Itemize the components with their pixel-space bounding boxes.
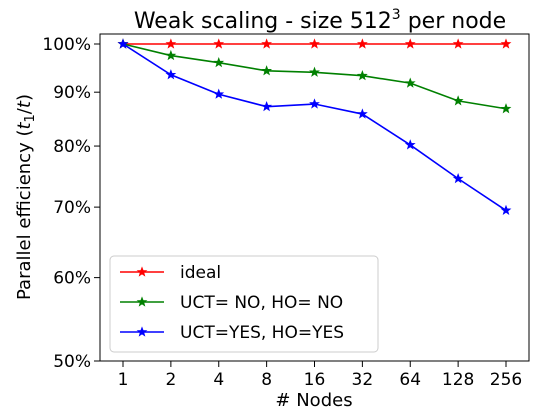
legend-label: ideal xyxy=(180,263,221,283)
data-point xyxy=(356,38,368,49)
y-axis-label-prefix: Parallel efficiency ( xyxy=(14,130,35,300)
data-point xyxy=(261,100,273,112)
series-layer xyxy=(117,38,512,215)
x-tick-label: 256 xyxy=(490,370,522,390)
legend-frame xyxy=(109,255,379,353)
data-point xyxy=(404,77,416,88)
x-tick-label: 1 xyxy=(118,370,129,390)
y-axis-label-sub: 1 xyxy=(23,114,38,122)
legend: ideal UCT= NO, HO= NO UCT=YES, HO=YES xyxy=(109,255,379,353)
data-point xyxy=(165,69,177,80)
series-1 xyxy=(117,38,512,49)
legend-swatch-marker xyxy=(136,266,148,277)
data-point xyxy=(165,38,177,49)
x-tick-label: 16 xyxy=(304,370,326,390)
data-point xyxy=(261,38,273,49)
y-tick-label: 90% xyxy=(53,83,91,103)
y-tick-label: 80% xyxy=(53,137,91,157)
y-axis-label-mid: / xyxy=(14,107,35,114)
y-tick-label: 70% xyxy=(53,198,91,218)
data-point xyxy=(213,88,225,99)
x-tick-label: 64 xyxy=(399,370,421,390)
x-tick-label: 32 xyxy=(352,370,374,390)
x-axis-label: # Nodes xyxy=(275,390,352,411)
data-point xyxy=(500,204,512,215)
chart-title-main: Weak scaling - size 512 xyxy=(134,9,392,34)
chart-title-suffix: per node xyxy=(401,9,506,34)
data-point xyxy=(213,57,225,68)
data-point xyxy=(452,38,464,49)
series-2 xyxy=(117,38,512,114)
data-point xyxy=(356,108,368,119)
y-axis-label-suffix: ) xyxy=(14,94,35,101)
data-point xyxy=(404,38,416,49)
legend-item: ideal xyxy=(120,263,221,283)
data-point xyxy=(309,66,320,77)
y-axis-label-var2: t xyxy=(14,100,35,108)
data-point xyxy=(452,95,464,106)
y-tick-label: 50% xyxy=(53,352,91,372)
series-3 xyxy=(117,38,512,215)
data-point xyxy=(356,70,368,81)
y-tick-label: 60% xyxy=(53,269,91,289)
legend-item: UCT=YES, HO=YES xyxy=(120,323,344,343)
legend-label: UCT= NO, HO= NO xyxy=(180,293,343,313)
data-point xyxy=(165,49,177,61)
data-point xyxy=(309,38,320,49)
data-point xyxy=(404,139,416,150)
legend-item: UCT= NO, HO= NO xyxy=(120,293,343,313)
x-axis: 1 2 4 8 16 32 64 128 256 xyxy=(118,361,522,390)
x-tick-label: 2 xyxy=(165,370,176,390)
data-point xyxy=(213,38,225,49)
x-tick-label: 8 xyxy=(261,370,272,390)
data-point xyxy=(500,103,512,114)
data-point xyxy=(117,38,129,49)
data-point xyxy=(452,172,464,184)
data-point xyxy=(500,38,512,49)
y-axis-label: Parallel efficiency (t1/t) xyxy=(14,94,38,300)
chart-title: Weak scaling - size 5123 per node xyxy=(134,7,506,34)
x-tick-label: 128 xyxy=(442,370,474,390)
data-point xyxy=(309,98,320,109)
y-tick-label: 100% xyxy=(42,35,91,55)
data-point xyxy=(261,65,273,76)
legend-swatch-marker xyxy=(136,326,148,337)
x-tick-label: 4 xyxy=(213,370,224,390)
legend-swatch-marker xyxy=(136,296,148,307)
chart-title-superscript: 3 xyxy=(392,7,401,23)
y-axis: 50% 60% 70% 80% 90% 100% xyxy=(42,35,100,372)
y-axis-label-var1: t xyxy=(14,122,35,130)
legend-label: UCT=YES, HO=YES xyxy=(180,323,344,343)
